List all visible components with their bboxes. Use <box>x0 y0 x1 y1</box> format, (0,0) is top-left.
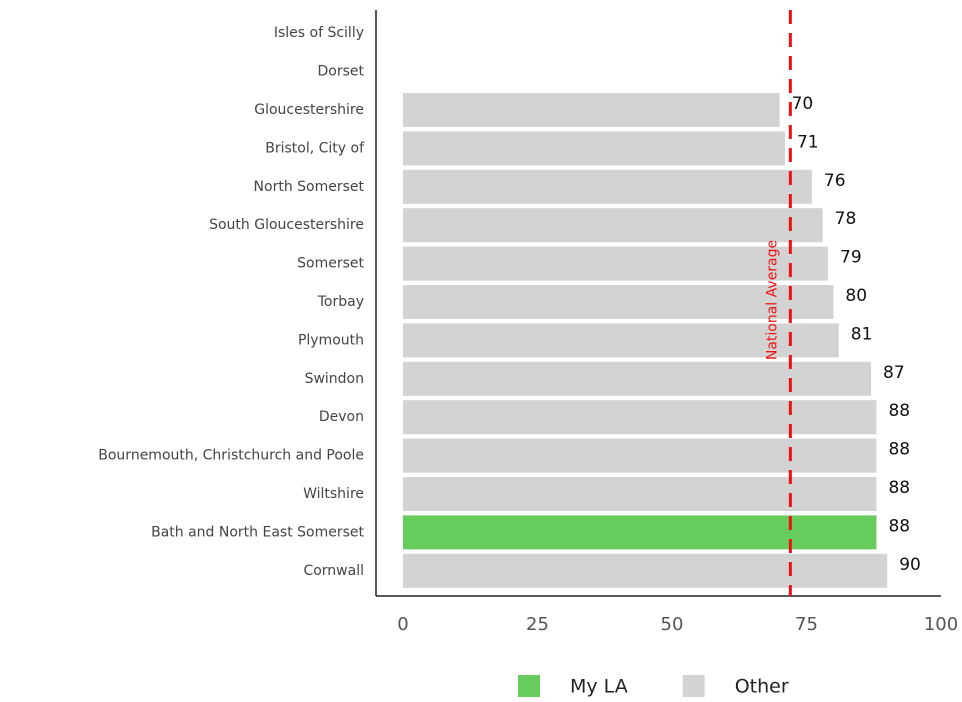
bar <box>403 323 839 358</box>
category-label: Swindon <box>305 371 364 387</box>
x-tick-label: 75 <box>795 614 818 635</box>
category-label: Bath and North East Somerset <box>151 524 364 540</box>
bar <box>403 208 823 243</box>
category-label: Bournemouth, Christchurch and Poole <box>98 448 364 464</box>
data-label: 88 <box>888 440 910 460</box>
legend-label: My LA <box>570 676 628 698</box>
data-label: 88 <box>888 401 910 421</box>
legend-swatch <box>682 675 705 697</box>
bar <box>403 477 877 511</box>
data-label: 76 <box>824 171 846 191</box>
bar <box>403 285 834 319</box>
bar <box>403 361 872 396</box>
category-label: Somerset <box>297 256 364 272</box>
x-tick-label: 0 <box>397 614 408 635</box>
category-label: Dorset <box>318 64 365 80</box>
bar <box>403 246 829 281</box>
category-label: Bristol, City of <box>265 140 365 156</box>
data-label: 79 <box>840 248 862 268</box>
bar <box>403 438 877 473</box>
legend-swatch <box>518 675 540 697</box>
bar <box>403 131 785 166</box>
reference-label: National Average <box>764 240 780 360</box>
category-label: Torbay <box>317 294 364 310</box>
data-label: 87 <box>883 363 905 383</box>
data-label: 90 <box>899 555 921 575</box>
category-label: South Gloucestershire <box>209 217 364 233</box>
data-label: 88 <box>888 478 910 498</box>
bar <box>403 169 812 204</box>
category-label: Plymouth <box>298 332 364 348</box>
x-tick-label: 25 <box>526 614 549 635</box>
bar <box>403 515 877 550</box>
data-label: 70 <box>792 94 814 114</box>
bar <box>403 400 877 435</box>
category-label: Gloucestershire <box>254 102 364 118</box>
category-label: Isles of Scilly <box>274 25 364 41</box>
category-label: North Somerset <box>254 179 365 195</box>
data-label: 81 <box>851 324 873 344</box>
category-label: Devon <box>319 409 364 425</box>
x-tick-label: 100 <box>924 614 958 635</box>
category-label: Wiltshire <box>303 486 364 502</box>
x-tick-label: 50 <box>661 614 684 635</box>
data-label: 71 <box>797 132 819 152</box>
data-label: 78 <box>835 209 857 229</box>
category-label: Cornwall <box>303 563 364 579</box>
legend-label: Other <box>735 676 789 698</box>
bar <box>403 553 888 588</box>
data-label: 80 <box>845 286 867 306</box>
data-label: 88 <box>888 516 910 536</box>
bar <box>403 93 780 127</box>
